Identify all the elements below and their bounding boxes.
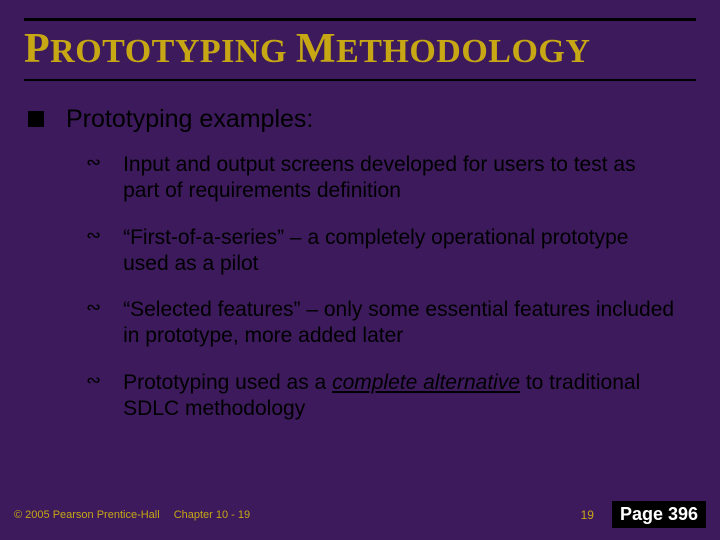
script-bullet-icon: ∾ bbox=[86, 152, 101, 173]
square-bullet-icon bbox=[28, 111, 44, 127]
slide-title: PROTOTYPING METHODOLOGY bbox=[24, 25, 696, 81]
script-bullet-icon: ∾ bbox=[86, 370, 101, 391]
level2-text: “First-of-a-series” – a completely opera… bbox=[123, 225, 696, 278]
slide-footer: © 2005 Pearson Prentice-Hall Chapter 10 … bbox=[0, 501, 720, 528]
bullet-level2: ∾ Input and output screens developed for … bbox=[24, 152, 696, 205]
level2-text: “Selected features” – only some essentia… bbox=[123, 297, 696, 350]
level2-text: Prototyping used as a complete alternati… bbox=[123, 370, 696, 423]
level1-text: Prototyping examples: bbox=[66, 105, 313, 134]
chapter-text: Chapter 10 - 19 bbox=[174, 509, 250, 521]
bullet-level2: ∾ “First-of-a-series” – a completely oper… bbox=[24, 225, 696, 278]
bullet-level2: ∾ Prototyping used as a complete alternat… bbox=[24, 370, 696, 423]
slide-number: 19 bbox=[581, 508, 594, 522]
copyright-text: © 2005 Pearson Prentice-Hall bbox=[14, 509, 160, 521]
bullet-level1: Prototyping examples: bbox=[24, 105, 696, 134]
script-bullet-icon: ∾ bbox=[86, 225, 101, 246]
page-number-badge: Page 396 bbox=[612, 501, 706, 528]
bullet-level2: ∾ “Selected features” – only some essenti… bbox=[24, 297, 696, 350]
script-bullet-icon: ∾ bbox=[86, 297, 101, 318]
level2-text: Input and output screens developed for u… bbox=[123, 152, 696, 205]
